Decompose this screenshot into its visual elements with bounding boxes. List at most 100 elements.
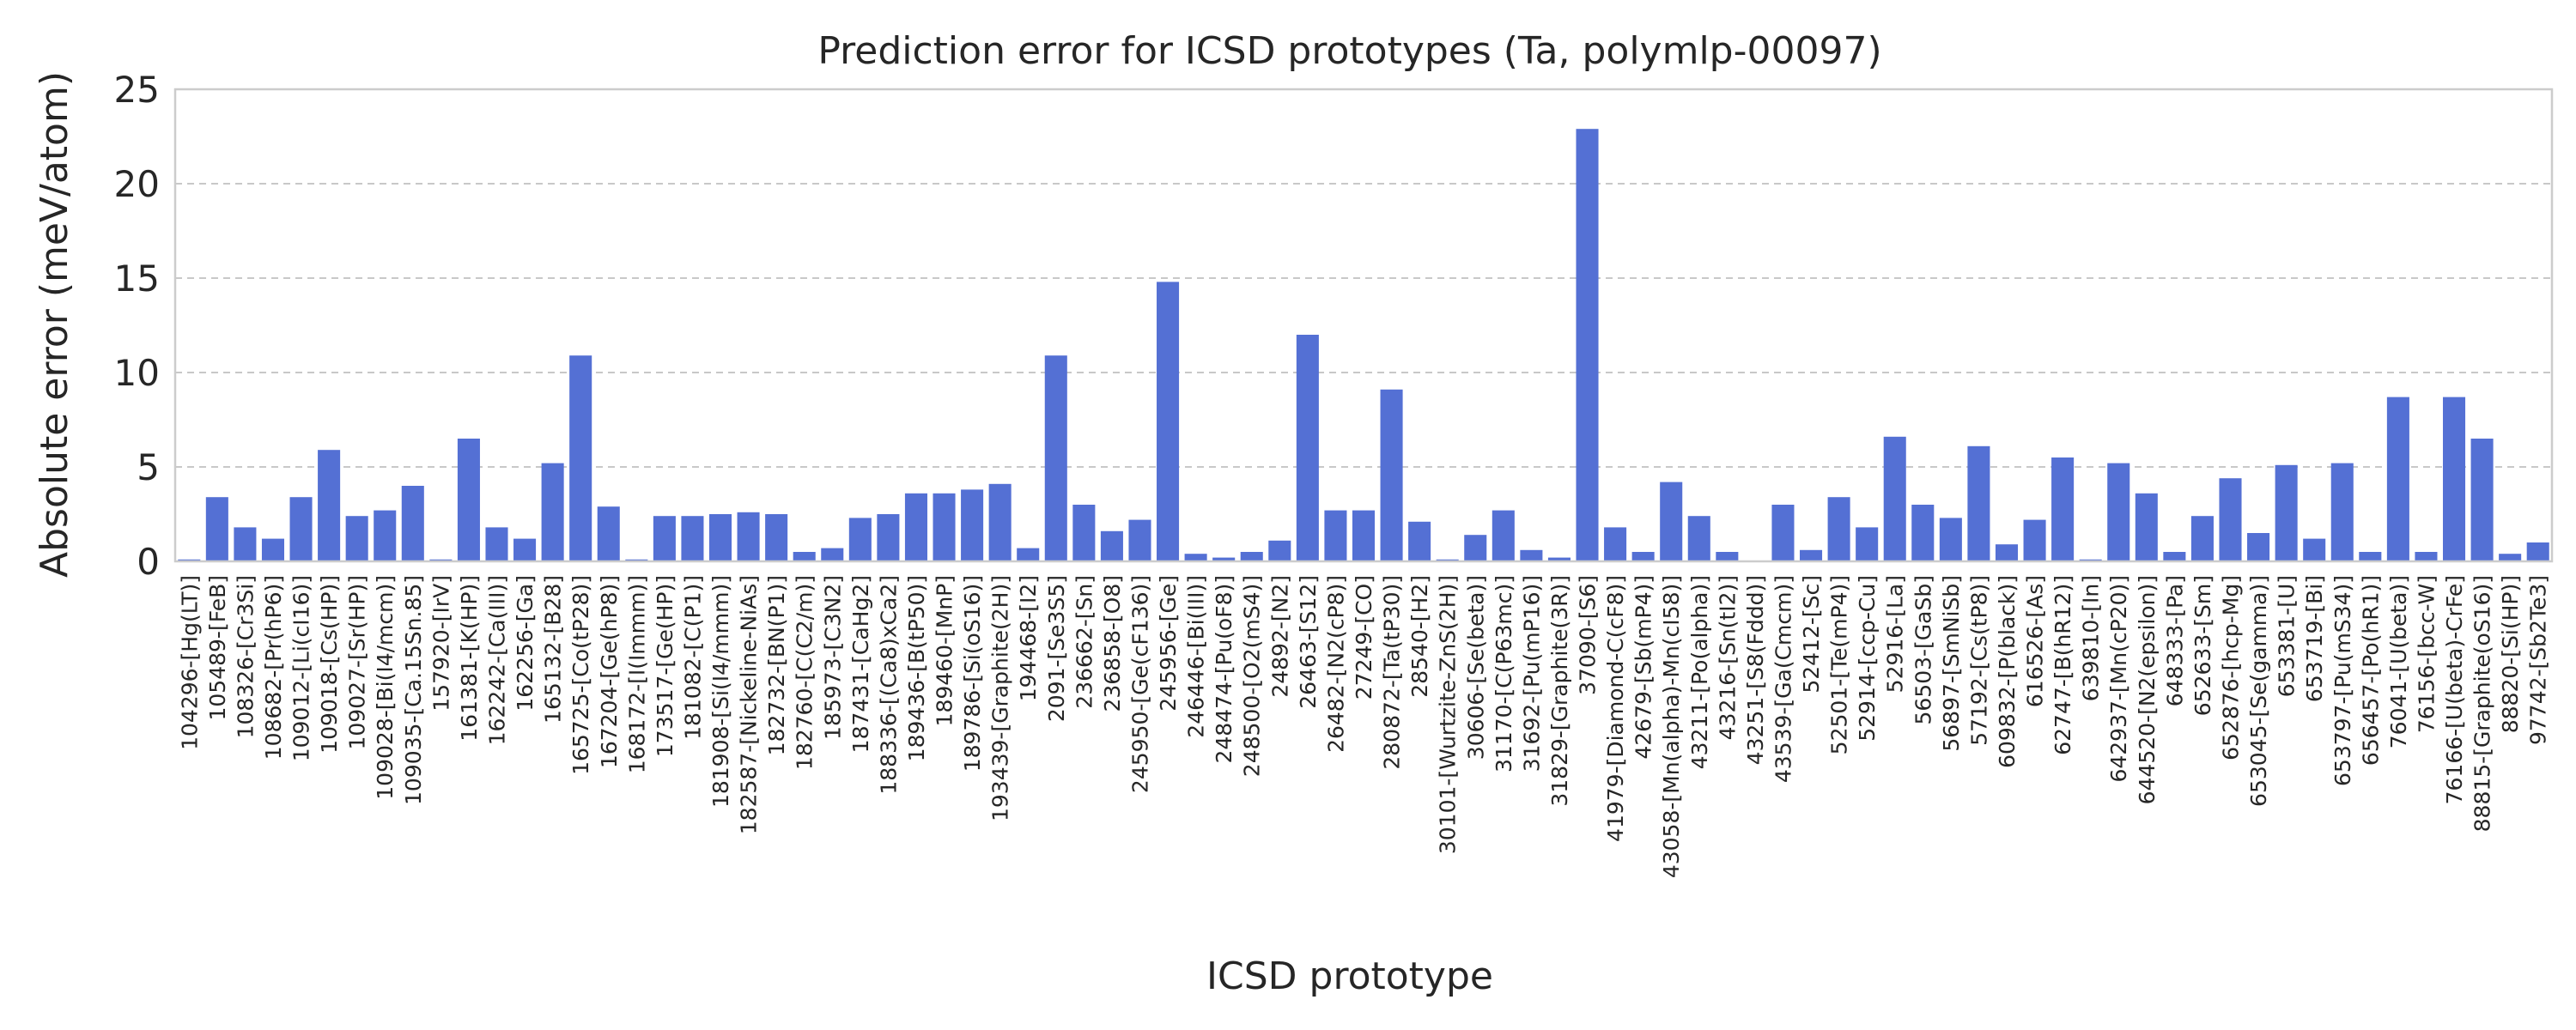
x-tick-label: 56503-[GaSb] bbox=[1911, 575, 1935, 725]
x-tick-label: 616526-[As] bbox=[2023, 575, 2048, 707]
x-tick-label: 185973-[C3N2] bbox=[820, 575, 845, 740]
bar bbox=[1464, 535, 1487, 561]
bar bbox=[1547, 557, 1571, 561]
bar bbox=[1324, 510, 1347, 561]
bar bbox=[1184, 554, 1207, 561]
x-tick-label: 181082-[C(P1)] bbox=[680, 575, 705, 740]
bar bbox=[1072, 505, 1096, 561]
bar bbox=[1352, 510, 1376, 561]
bar bbox=[1967, 445, 1990, 561]
plot-frame bbox=[173, 88, 2554, 563]
x-tick-label: 43211-[Po(alpha)] bbox=[1687, 575, 1712, 769]
x-tick-label: 182587-[Nickeline-NiAs] bbox=[737, 575, 762, 834]
x-tick-label: 248474-[Pu(oF8)] bbox=[1212, 575, 1236, 764]
bar bbox=[821, 548, 844, 561]
y-ticks: 0 5 10 15 20 25 bbox=[114, 69, 160, 583]
bar bbox=[261, 538, 285, 561]
x-tick-label: 105489-[FeB] bbox=[205, 575, 230, 721]
bar bbox=[2386, 397, 2409, 561]
bar bbox=[401, 486, 424, 561]
bar bbox=[2330, 463, 2354, 561]
x-tick-label: 109027-[Sr(HP)] bbox=[345, 575, 370, 750]
x-tick-label: 642937-[Mn(cP20)] bbox=[2106, 575, 2131, 783]
x-tick-label: 109018-[Cs(HP)] bbox=[317, 575, 342, 754]
x-tick-label: 652633-[Sm] bbox=[2190, 575, 2215, 716]
bar bbox=[1520, 549, 1543, 561]
x-tick-label: 189436-[B(tP50)] bbox=[904, 575, 929, 761]
x-tick-label: 37090-[S6] bbox=[1576, 575, 1601, 695]
x-tick-label: 189786-[Si(oS16)] bbox=[960, 575, 985, 772]
x-tick-label: 26482-[N2(cP8)] bbox=[1323, 575, 1348, 753]
bar bbox=[1128, 519, 1151, 561]
bar bbox=[2526, 542, 2549, 561]
bar bbox=[485, 527, 508, 561]
x-tick-label: 88815-[Graphite(oS16)] bbox=[2470, 575, 2495, 832]
x-tick-label: 187431-[CaHg2] bbox=[848, 575, 873, 753]
bar bbox=[848, 518, 872, 561]
x-tick-label: 88820-[Si(HP)] bbox=[2498, 575, 2523, 733]
bar bbox=[2135, 493, 2158, 561]
bar bbox=[653, 516, 676, 561]
x-tick-label: 653381-[U] bbox=[2275, 575, 2300, 697]
x-tick-label: 162242-[Ca(III)] bbox=[484, 575, 509, 745]
x-tick-label: 280872-[Ta(tP30)] bbox=[1380, 575, 1405, 770]
bar bbox=[2107, 463, 2130, 561]
x-tick-label: 30606-[Se(beta)] bbox=[1463, 575, 1488, 760]
x-tick-label: 656457-[Po(hR1)] bbox=[2358, 575, 2383, 766]
bar bbox=[1771, 505, 1795, 561]
x-tick-label: 167204-[Ge(hP8)] bbox=[597, 575, 622, 768]
x-tick-label: 28540-[H2] bbox=[1407, 575, 1432, 698]
x-tick-label: 104296-[Hg(LT)] bbox=[177, 575, 202, 750]
bar bbox=[1995, 544, 2019, 561]
x-tick-label: 52412-[Sc] bbox=[1799, 575, 1824, 694]
x-tick-label: 644520-[N2(epsilon)] bbox=[2135, 575, 2160, 804]
bar bbox=[2247, 533, 2270, 561]
x-tick-label: 57192-[Cs(tP8)] bbox=[1966, 575, 1991, 746]
x-tick-label: 52916-[La] bbox=[1883, 575, 1908, 693]
bar bbox=[1939, 518, 1962, 561]
bar bbox=[1800, 549, 1823, 561]
bar bbox=[1716, 552, 1739, 561]
bar bbox=[988, 483, 1012, 561]
bar bbox=[1576, 129, 1599, 561]
x-tick-label: 165132-[B28] bbox=[541, 575, 566, 724]
x-tick-label: 26463-[S12] bbox=[1296, 575, 1321, 709]
x-tick-label: 52501-[Te(mP4)] bbox=[1827, 575, 1852, 754]
bar bbox=[1157, 282, 1180, 561]
bar bbox=[374, 510, 397, 561]
bar bbox=[2470, 439, 2494, 561]
x-tick-label: 161381-[K(HP)] bbox=[457, 575, 482, 742]
bar bbox=[1296, 335, 1319, 561]
bar bbox=[597, 506, 620, 561]
bar bbox=[2163, 552, 2186, 561]
x-tick-label: 182760-[C(C2/m)] bbox=[793, 575, 817, 770]
x-tick-label: 189460-[MnP] bbox=[933, 575, 957, 726]
x-tick-label: 653719-[Bi] bbox=[2302, 575, 2327, 702]
bar bbox=[2442, 397, 2466, 561]
x-tick-label: 52914-[ccp-Cu] bbox=[1855, 575, 1880, 742]
y-tick-label: 25 bbox=[114, 69, 160, 111]
bar bbox=[513, 538, 537, 561]
x-tick-label: 109035-[Ca.15Sn.85] bbox=[401, 575, 426, 805]
x-tick-label: 27249-[CO] bbox=[1352, 575, 1376, 700]
x-tick-label: 42679-[Sb(mP4)] bbox=[1631, 575, 1656, 760]
bar bbox=[1240, 552, 1263, 561]
x-tick-label: 108682-[Pr(hP6)] bbox=[261, 575, 286, 760]
x-tick-label: 31829-[Graphite(3R)] bbox=[1547, 575, 1572, 807]
bar bbox=[2219, 478, 2242, 561]
x-tick-label: 2091-[Se3S5] bbox=[1044, 575, 1069, 722]
bar bbox=[1044, 355, 1067, 561]
bar bbox=[1883, 436, 1906, 561]
x-tick-label: 248500-[O2(mS4)] bbox=[1240, 575, 1265, 777]
chart-title: Prediction error for ICSD prototypes (Ta… bbox=[817, 29, 1881, 73]
x-tick-label: 168172-[I(Immm)] bbox=[624, 575, 649, 773]
bar bbox=[737, 512, 760, 561]
y-tick-label: 15 bbox=[114, 258, 160, 300]
bar bbox=[1911, 505, 1935, 561]
bar bbox=[234, 527, 257, 561]
x-tick-label: 173517-[Ge(HP)] bbox=[653, 575, 677, 757]
bar bbox=[961, 489, 984, 561]
bar bbox=[1492, 510, 1515, 561]
